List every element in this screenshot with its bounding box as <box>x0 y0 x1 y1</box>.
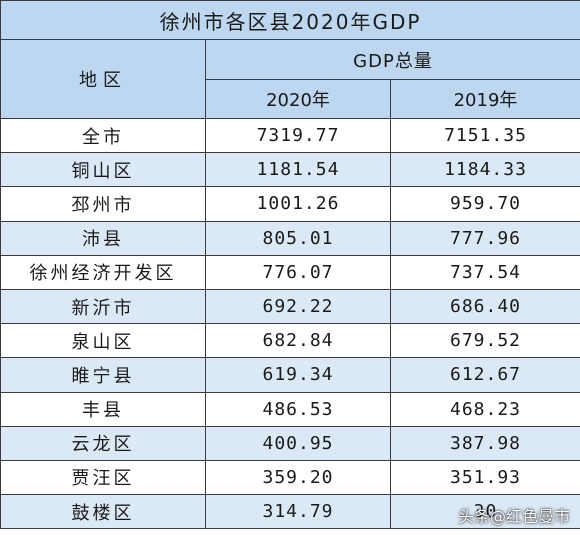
region-cell: 泉山区 <box>0 323 206 359</box>
gdp-2019-cell: 1184.33 <box>389 152 580 188</box>
table-row: 全市 7319.77 7151.35 <box>0 117 580 154</box>
gdp-2019-cell: 30 <box>389 494 580 530</box>
table-row: 鼓楼区 314.79 30 <box>0 494 580 530</box>
table-row: 沛县 805.01 777.96 <box>0 220 580 256</box>
gdp-2020-cell: 1181.54 <box>205 152 391 188</box>
gdp-2020-cell: 805.01 <box>205 220 391 256</box>
gdp-2019-cell: 351.93 <box>389 459 580 496</box>
gdp-2019-cell: 737.54 <box>389 254 580 290</box>
table-title: 徐州市各区县2020年GDP <box>0 0 580 40</box>
gdp-total-header: GDP总量 <box>204 39 580 80</box>
watermark: 头条@红色曼市 <box>458 503 570 527</box>
table-row: 铜山区 1181.54 1184.33 <box>0 152 580 188</box>
region-cell: 丰县 <box>0 391 206 427</box>
gdp-2020-cell: 400.95 <box>205 425 391 461</box>
region-cell: 新沂市 <box>0 288 206 325</box>
gdp-2020-cell: 692.22 <box>205 288 391 325</box>
gdp-2020-cell: 7319.77 <box>205 117 391 154</box>
gdp-2020-cell: 682.84 <box>205 323 391 359</box>
gdp-2019-cell: 7151.35 <box>389 117 580 154</box>
region-cell: 睢宁县 <box>0 357 206 393</box>
gdp-2019-cell: 959.70 <box>389 186 580 222</box>
region-cell: 云龙区 <box>0 425 206 461</box>
gdp-2019-cell: 612.67 <box>389 357 580 393</box>
region-cell: 沛县 <box>0 220 206 256</box>
region-column-header: 地区 <box>0 39 206 119</box>
gdp-2019-cell: 679.52 <box>389 323 580 359</box>
region-cell: 邳州市 <box>0 186 206 222</box>
gdp-2019-cell: 468.23 <box>389 391 580 427</box>
gdp-2019-cell: 777.96 <box>389 220 580 256</box>
region-cell: 贾汪区 <box>0 459 206 496</box>
year-2020-header: 2020年 <box>205 79 391 119</box>
gdp-2020-cell: 1001.26 <box>205 186 391 222</box>
watermark-text: 头条@红色曼市 <box>457 507 570 526</box>
gdp-2020-cell: 619.34 <box>205 357 391 393</box>
year-2019-header: 2019年 <box>389 79 580 119</box>
region-cell: 鼓楼区 <box>0 494 206 530</box>
table-row: 徐州经济开发区 776.07 737.54 <box>0 254 580 290</box>
gdp-2020-cell: 486.53 <box>205 391 391 427</box>
table-row: 邳州市 1001.26 959.70 <box>0 186 580 222</box>
table-row: 丰县 486.53 468.23 <box>0 391 580 427</box>
table-row: 新沂市 692.22 686.40 <box>0 288 580 325</box>
region-cell: 铜山区 <box>0 152 206 188</box>
gdp-2020-cell: 314.79 <box>205 494 391 530</box>
table-row: 贾汪区 359.20 351.93 <box>0 459 580 496</box>
gdp-2019-cell: 686.40 <box>389 288 580 325</box>
table-row: 云龙区 400.95 387.98 <box>0 425 580 461</box>
region-cell: 徐州经济开发区 <box>0 254 206 290</box>
table-body: 全市 7319.77 7151.35 铜山区 1181.54 1184.33 邳州市 1001… <box>0 117 580 530</box>
table-row: 睢宁县 619.34 612.67 <box>0 357 580 393</box>
gdp-2019-cell: 387.98 <box>389 425 580 461</box>
gdp-2020-cell: 776.07 <box>205 254 391 290</box>
gdp-2020-cell: 359.20 <box>205 459 391 496</box>
table-row: 泉山区 682.84 679.52 <box>0 323 580 359</box>
region-cell: 全市 <box>0 117 206 154</box>
